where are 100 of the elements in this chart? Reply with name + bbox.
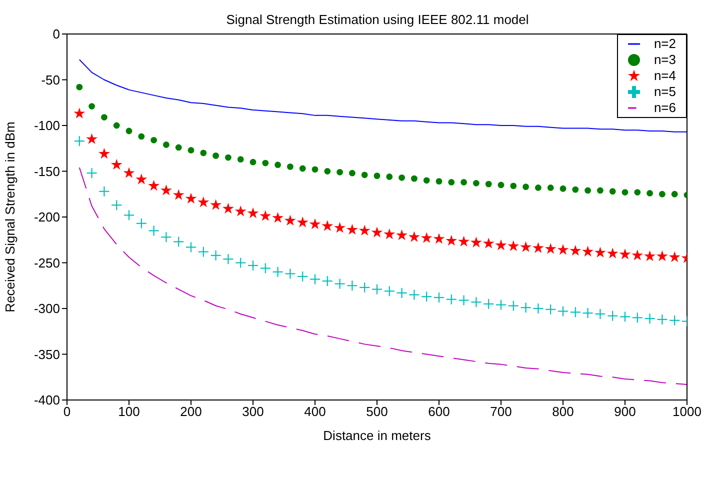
point: [594, 246, 606, 258]
point: [374, 172, 380, 180]
point: [212, 152, 219, 159]
point: [113, 122, 120, 129]
point: [247, 207, 259, 218]
point: [584, 187, 591, 194]
point: [150, 136, 157, 144]
point: [371, 226, 383, 238]
x-tick-label: 500: [366, 404, 388, 420]
point: [532, 242, 544, 253]
point: [98, 148, 110, 159]
point: [74, 108, 86, 118]
point: [646, 190, 653, 196]
point: [322, 220, 334, 231]
x-tick-label: 900: [614, 404, 636, 420]
point: [172, 189, 184, 200]
point: [619, 248, 631, 260]
point: [448, 179, 455, 186]
point: [336, 168, 343, 176]
point: [482, 238, 494, 248]
point: [671, 190, 678, 198]
point: [508, 240, 520, 252]
legend-label: n=3: [654, 52, 676, 67]
point: [225, 154, 232, 161]
point: [582, 246, 594, 257]
point: [262, 160, 269, 166]
point: [547, 184, 554, 191]
point: [420, 232, 432, 243]
point: [510, 182, 517, 190]
point: [632, 249, 644, 260]
y-tick-label: -200: [34, 210, 60, 225]
point: [560, 185, 566, 192]
legend-label: n=2: [654, 36, 676, 51]
point: [312, 166, 318, 173]
point: [411, 175, 418, 182]
point: [138, 133, 145, 140]
point: [346, 224, 358, 235]
point: [460, 179, 467, 186]
point: [396, 229, 408, 240]
x-axis-title: Distance in meters: [323, 428, 432, 443]
point: [458, 236, 470, 247]
y-tick-label: 0: [52, 26, 60, 42]
point: [384, 228, 396, 240]
point: [423, 177, 430, 184]
point: [296, 216, 308, 228]
x-tick-label: 100: [118, 404, 140, 420]
point: [433, 232, 445, 244]
point: [334, 222, 346, 233]
y-tick-label: -400: [34, 392, 60, 408]
point: [274, 162, 281, 168]
point: [110, 158, 122, 170]
point: [76, 84, 83, 90]
point: [188, 147, 194, 154]
x-tick-label: 400: [304, 404, 326, 420]
point: [160, 184, 172, 196]
point: [299, 165, 306, 172]
point: [668, 251, 680, 262]
point: [656, 250, 668, 262]
point: [88, 103, 95, 110]
point: [495, 239, 507, 250]
point: [309, 218, 321, 230]
point: [86, 133, 98, 144]
point: [101, 114, 108, 120]
point: [272, 212, 284, 223]
point: [498, 182, 504, 188]
point: [544, 243, 556, 254]
point: [234, 206, 246, 216]
point: [597, 187, 604, 194]
line-series: [78, 167, 687, 385]
point: [436, 178, 442, 185]
x-tick-label: 1000: [672, 404, 702, 420]
point: [284, 214, 296, 226]
point: [210, 199, 222, 210]
point: [473, 180, 480, 186]
x-tick-label: 0: [63, 404, 71, 420]
point: [408, 231, 420, 242]
point: [535, 184, 542, 191]
legend-label: n=4: [654, 68, 676, 83]
y-tick-label: -150: [34, 164, 60, 179]
point: [622, 189, 628, 196]
x-tick-label: 300: [242, 404, 264, 420]
point: [123, 167, 135, 178]
point: [386, 174, 393, 180]
point: [148, 180, 160, 191]
point: [470, 236, 482, 248]
point: [361, 172, 368, 178]
point: [659, 190, 666, 198]
y-tick-label: -100: [34, 118, 60, 134]
point: [644, 250, 656, 262]
x-tick-label: 800: [552, 404, 574, 420]
point: [260, 210, 272, 221]
point: [222, 202, 234, 214]
x-tick-label: 700: [490, 404, 512, 420]
point: [570, 244, 582, 256]
point: [485, 180, 492, 188]
chart-title: Signal Strength Estimation using IEEE 802.11 model: [225, 12, 530, 27]
point: [557, 244, 569, 255]
point: [198, 196, 210, 208]
point: [237, 156, 244, 163]
point: [185, 192, 197, 204]
